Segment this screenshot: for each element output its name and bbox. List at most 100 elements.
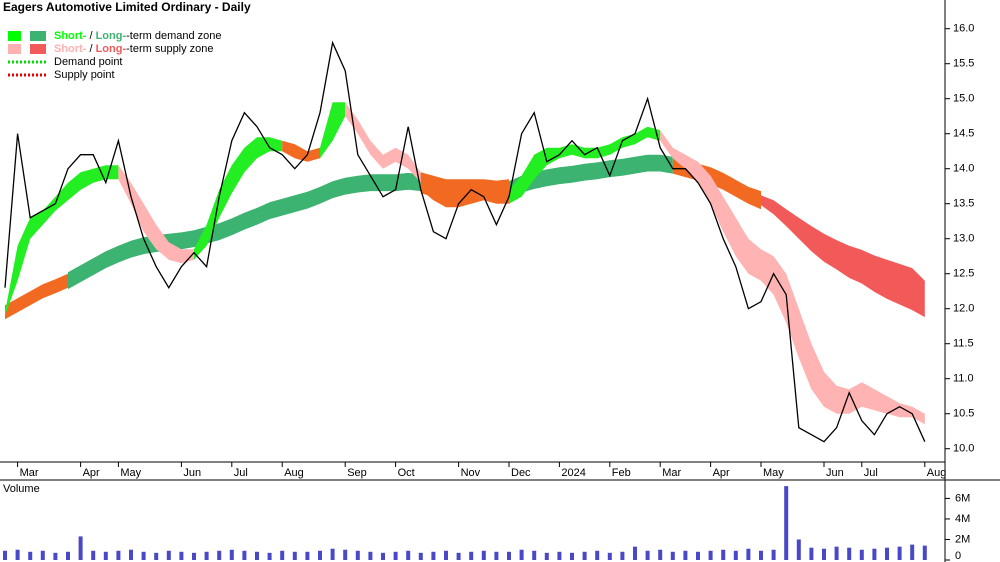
zone-band [5, 165, 119, 316]
volume-bar [116, 550, 121, 560]
x-tick-label: 2024 [561, 467, 585, 479]
x-tick-label: May [120, 467, 141, 479]
x-tick-label: Feb [612, 467, 631, 479]
legend-long: Long- [96, 43, 127, 55]
volume-bar [822, 548, 826, 560]
zone-band [118, 165, 194, 264]
x-tick-label: Oct [398, 467, 415, 479]
legend-swatch [8, 31, 21, 41]
x-tick-label: Sep [347, 467, 367, 479]
volume-bar [217, 550, 222, 560]
legend-swatch [30, 31, 46, 41]
volume-bar [469, 551, 474, 560]
volume-tick-label: 0 [955, 550, 961, 562]
volume-bar [759, 550, 763, 560]
volume-bar [721, 549, 726, 560]
zone-band [5, 273, 68, 320]
y-tick-label: 11.5 [953, 338, 974, 350]
volume-bar [229, 549, 234, 560]
volume-bar [557, 551, 562, 560]
volume-bar [645, 550, 650, 560]
x-tick-label: Jun [826, 467, 844, 479]
volume-bar [733, 550, 738, 560]
volume-bar [179, 551, 184, 560]
volume-bar [78, 536, 83, 560]
volume-bar [570, 552, 574, 560]
volume-bar [771, 549, 776, 560]
volume-bar [494, 551, 499, 560]
y-tick-label: 16.0 [953, 23, 974, 35]
y-tick-label: 10.0 [953, 443, 974, 455]
volume-label: Volume [3, 483, 40, 495]
zone-band [509, 126, 661, 204]
volume-tick-label: 2M [955, 533, 970, 545]
legend-label: Supply point [54, 69, 115, 81]
price-line [4, 40, 926, 443]
x-tick-label: Mar [662, 467, 681, 479]
y-tick-label: 15.5 [953, 58, 974, 70]
x-tick-label: Jun [183, 467, 201, 479]
volume-bar [658, 549, 663, 560]
volume-bar [708, 550, 713, 560]
volume-bar [28, 551, 33, 560]
volume-bar [872, 548, 877, 560]
x-tick-label: May [763, 467, 784, 479]
legend-label: Short- / Long--term demand zone [54, 30, 222, 42]
volume-bar [582, 551, 587, 560]
volume-bar [292, 551, 297, 560]
volume-bar [418, 552, 423, 560]
volume-bar [633, 546, 637, 560]
volume-bar [519, 549, 524, 560]
volume-bar [330, 548, 335, 560]
legend-short: Short- [54, 43, 87, 55]
volume-bar [859, 549, 864, 560]
x-tick-label: Aug [284, 467, 304, 479]
volume-bar [305, 551, 310, 560]
legend-rest: -term demand zone [126, 30, 221, 42]
legend-label: Demand point [54, 56, 123, 68]
volume-bar [897, 546, 902, 560]
volume-bar [922, 545, 927, 560]
x-tick-label: Apr [713, 467, 730, 479]
volume-bar [444, 550, 448, 560]
volume-bar [242, 550, 247, 560]
zone-band [509, 154, 673, 199]
legend-label: Short- / Long--term supply zone [54, 43, 214, 55]
volume-bar [746, 548, 751, 560]
y-tick-label: 12.5 [953, 268, 974, 280]
volume-bar [595, 550, 600, 560]
volume-bar [15, 549, 20, 560]
volume-bar [620, 551, 625, 560]
x-tick-label: Apr [83, 467, 100, 479]
volume-bar [683, 550, 688, 560]
y-tick-label: 14.5 [953, 128, 974, 140]
volume-bar [103, 551, 108, 560]
x-tick-label: Nov [461, 467, 481, 479]
legend-long: Long- [96, 30, 127, 42]
volume-bar [280, 550, 285, 560]
volume-bar [154, 552, 159, 560]
volume-bar [910, 544, 915, 560]
volume-bar [507, 551, 511, 560]
volume-tick-label: 4M [955, 513, 970, 525]
volume-bar [847, 547, 852, 560]
volume-bar [53, 552, 58, 560]
zone-band [420, 172, 509, 208]
volume-bar [696, 551, 700, 560]
volume-bar [166, 550, 171, 560]
zone-band [660, 130, 925, 425]
x-tick-label: Jul [864, 467, 878, 479]
volume-bar [91, 550, 96, 560]
x-tick-label: Dec [511, 467, 531, 479]
legend-sep: / [86, 30, 95, 42]
volume-bar [129, 549, 133, 560]
legend-swatch [30, 44, 46, 54]
volume-bar [355, 550, 360, 560]
y-tick-label: 14.0 [953, 163, 974, 175]
zone-band [68, 172, 421, 290]
volume-bar [343, 549, 348, 560]
y-tick-label: 13.0 [953, 233, 974, 245]
zone-band [282, 140, 320, 162]
